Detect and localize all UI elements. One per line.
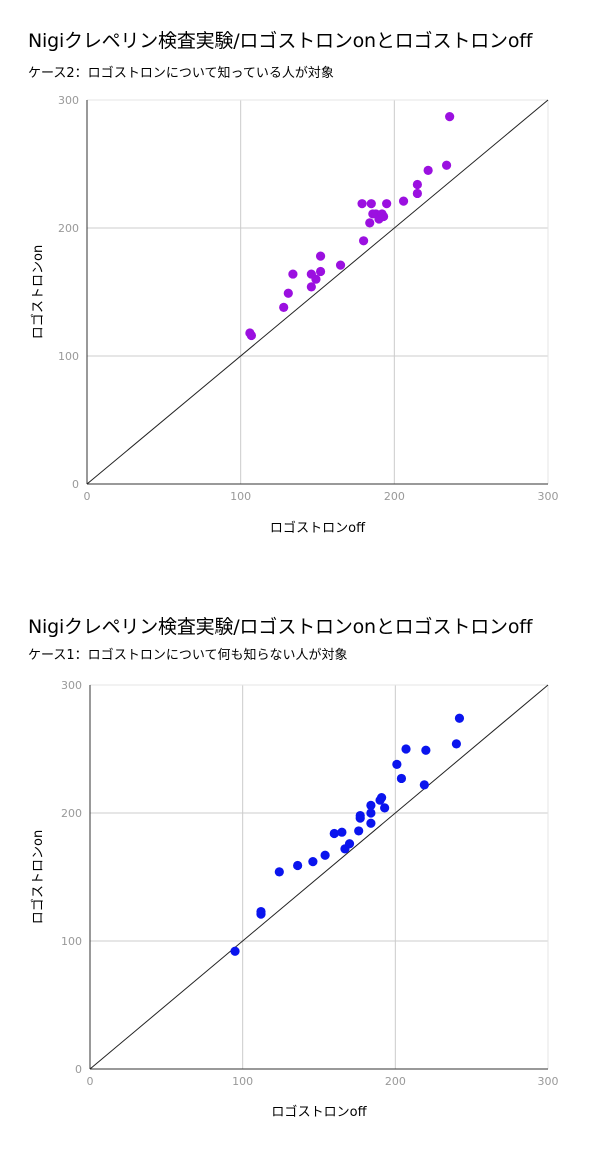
data-point (357, 199, 367, 209)
chart-title: Nigiクレペリン検査実験/ロゴストロンonとロゴストロンoff (28, 30, 533, 52)
data-point (315, 251, 326, 261)
data-point (412, 188, 422, 199)
y-tick-label: 200 (58, 222, 79, 235)
data-point (329, 828, 339, 839)
y-tick-label: 200 (61, 807, 82, 820)
data-point (283, 288, 293, 298)
data-point (274, 867, 284, 877)
scatter-chart-case2: 0 100 200 300 0 100 200 300 ロゴストロンoff ロゴストロンon (30, 94, 559, 536)
x-tick-label: 300 (538, 490, 559, 503)
data-point (355, 810, 365, 821)
y-tick-label: 300 (61, 679, 82, 692)
chart-subtitle: ケース2：ロゴストロンについて知っている人が対象 (28, 66, 334, 81)
data-point (421, 745, 431, 755)
data-point (365, 218, 375, 228)
data-point (246, 330, 257, 341)
data-point (256, 906, 266, 917)
data-point (419, 780, 429, 790)
chart-subtitle: ケース1：ロゴストロンについて何も知らない人が対象 (28, 648, 348, 663)
data-point (288, 269, 298, 279)
y-tick-label: 0 (72, 478, 79, 491)
y-axis-label: ロゴストロンon (30, 245, 46, 339)
y-tick-label: 100 (61, 935, 82, 948)
data-point (344, 839, 355, 849)
data-point (293, 860, 303, 871)
data-point (359, 236, 369, 246)
data-point (279, 302, 289, 312)
data-point (398, 196, 409, 206)
chart-title: Nigiクレペリン検査実験/ロゴストロンonとロゴストロンoff (28, 616, 533, 638)
data-point (320, 850, 330, 860)
data-point (354, 826, 364, 836)
x-tick-label: 0 (87, 1075, 94, 1088)
data-point (392, 759, 402, 769)
x-tick-label: 300 (538, 1075, 559, 1088)
data-point (335, 260, 346, 270)
y-tick-label: 0 (75, 1063, 82, 1076)
data-point (380, 803, 390, 813)
data-point (337, 827, 347, 837)
data-point (311, 274, 321, 284)
data-point (378, 211, 389, 222)
y-tick-label: 100 (58, 350, 79, 363)
data-point (412, 179, 422, 190)
data-point (366, 808, 376, 818)
reference-line (86, 99, 549, 485)
data-point (396, 773, 407, 784)
chart-panel-case1: Nigiクレペリン検査実験/ロゴストロンonとロゴストロンoff ケース1：ロゴ… (0, 585, 600, 1153)
data-point (366, 199, 376, 209)
scatter-chart-case1: 0 100 200 300 0 100 200 300 ロゴストロンoff ロゴストロンon (30, 679, 559, 1120)
data-point (315, 266, 326, 277)
data-point (401, 744, 411, 754)
x-axis-label: ロゴストロンoff (270, 520, 366, 536)
x-tick-label: 200 (384, 490, 405, 503)
data-point (451, 739, 461, 749)
data-point (441, 160, 452, 170)
data-point (376, 793, 387, 803)
y-tick-label: 300 (58, 94, 79, 107)
data-point (382, 199, 392, 209)
data-point (306, 282, 316, 292)
x-tick-label: 100 (230, 490, 251, 503)
x-axis-label: ロゴストロンoff (271, 1104, 367, 1120)
data-point (423, 165, 433, 175)
chart-panel-case2: Nigiクレペリン検査実験/ロゴストロンonとロゴストロンoff ケース2：ロゴ… (0, 0, 600, 576)
y-axis-label: ロゴストロンon (30, 830, 46, 924)
x-tick-label: 200 (385, 1075, 406, 1088)
data-point (366, 818, 376, 828)
x-tick-label: 100 (232, 1075, 253, 1088)
data-point (454, 713, 465, 723)
reference-line (89, 684, 549, 1070)
data-point (308, 857, 318, 867)
data-point (445, 112, 455, 122)
data-point (366, 800, 376, 810)
data-point (230, 946, 240, 956)
x-tick-label: 0 (84, 490, 91, 503)
